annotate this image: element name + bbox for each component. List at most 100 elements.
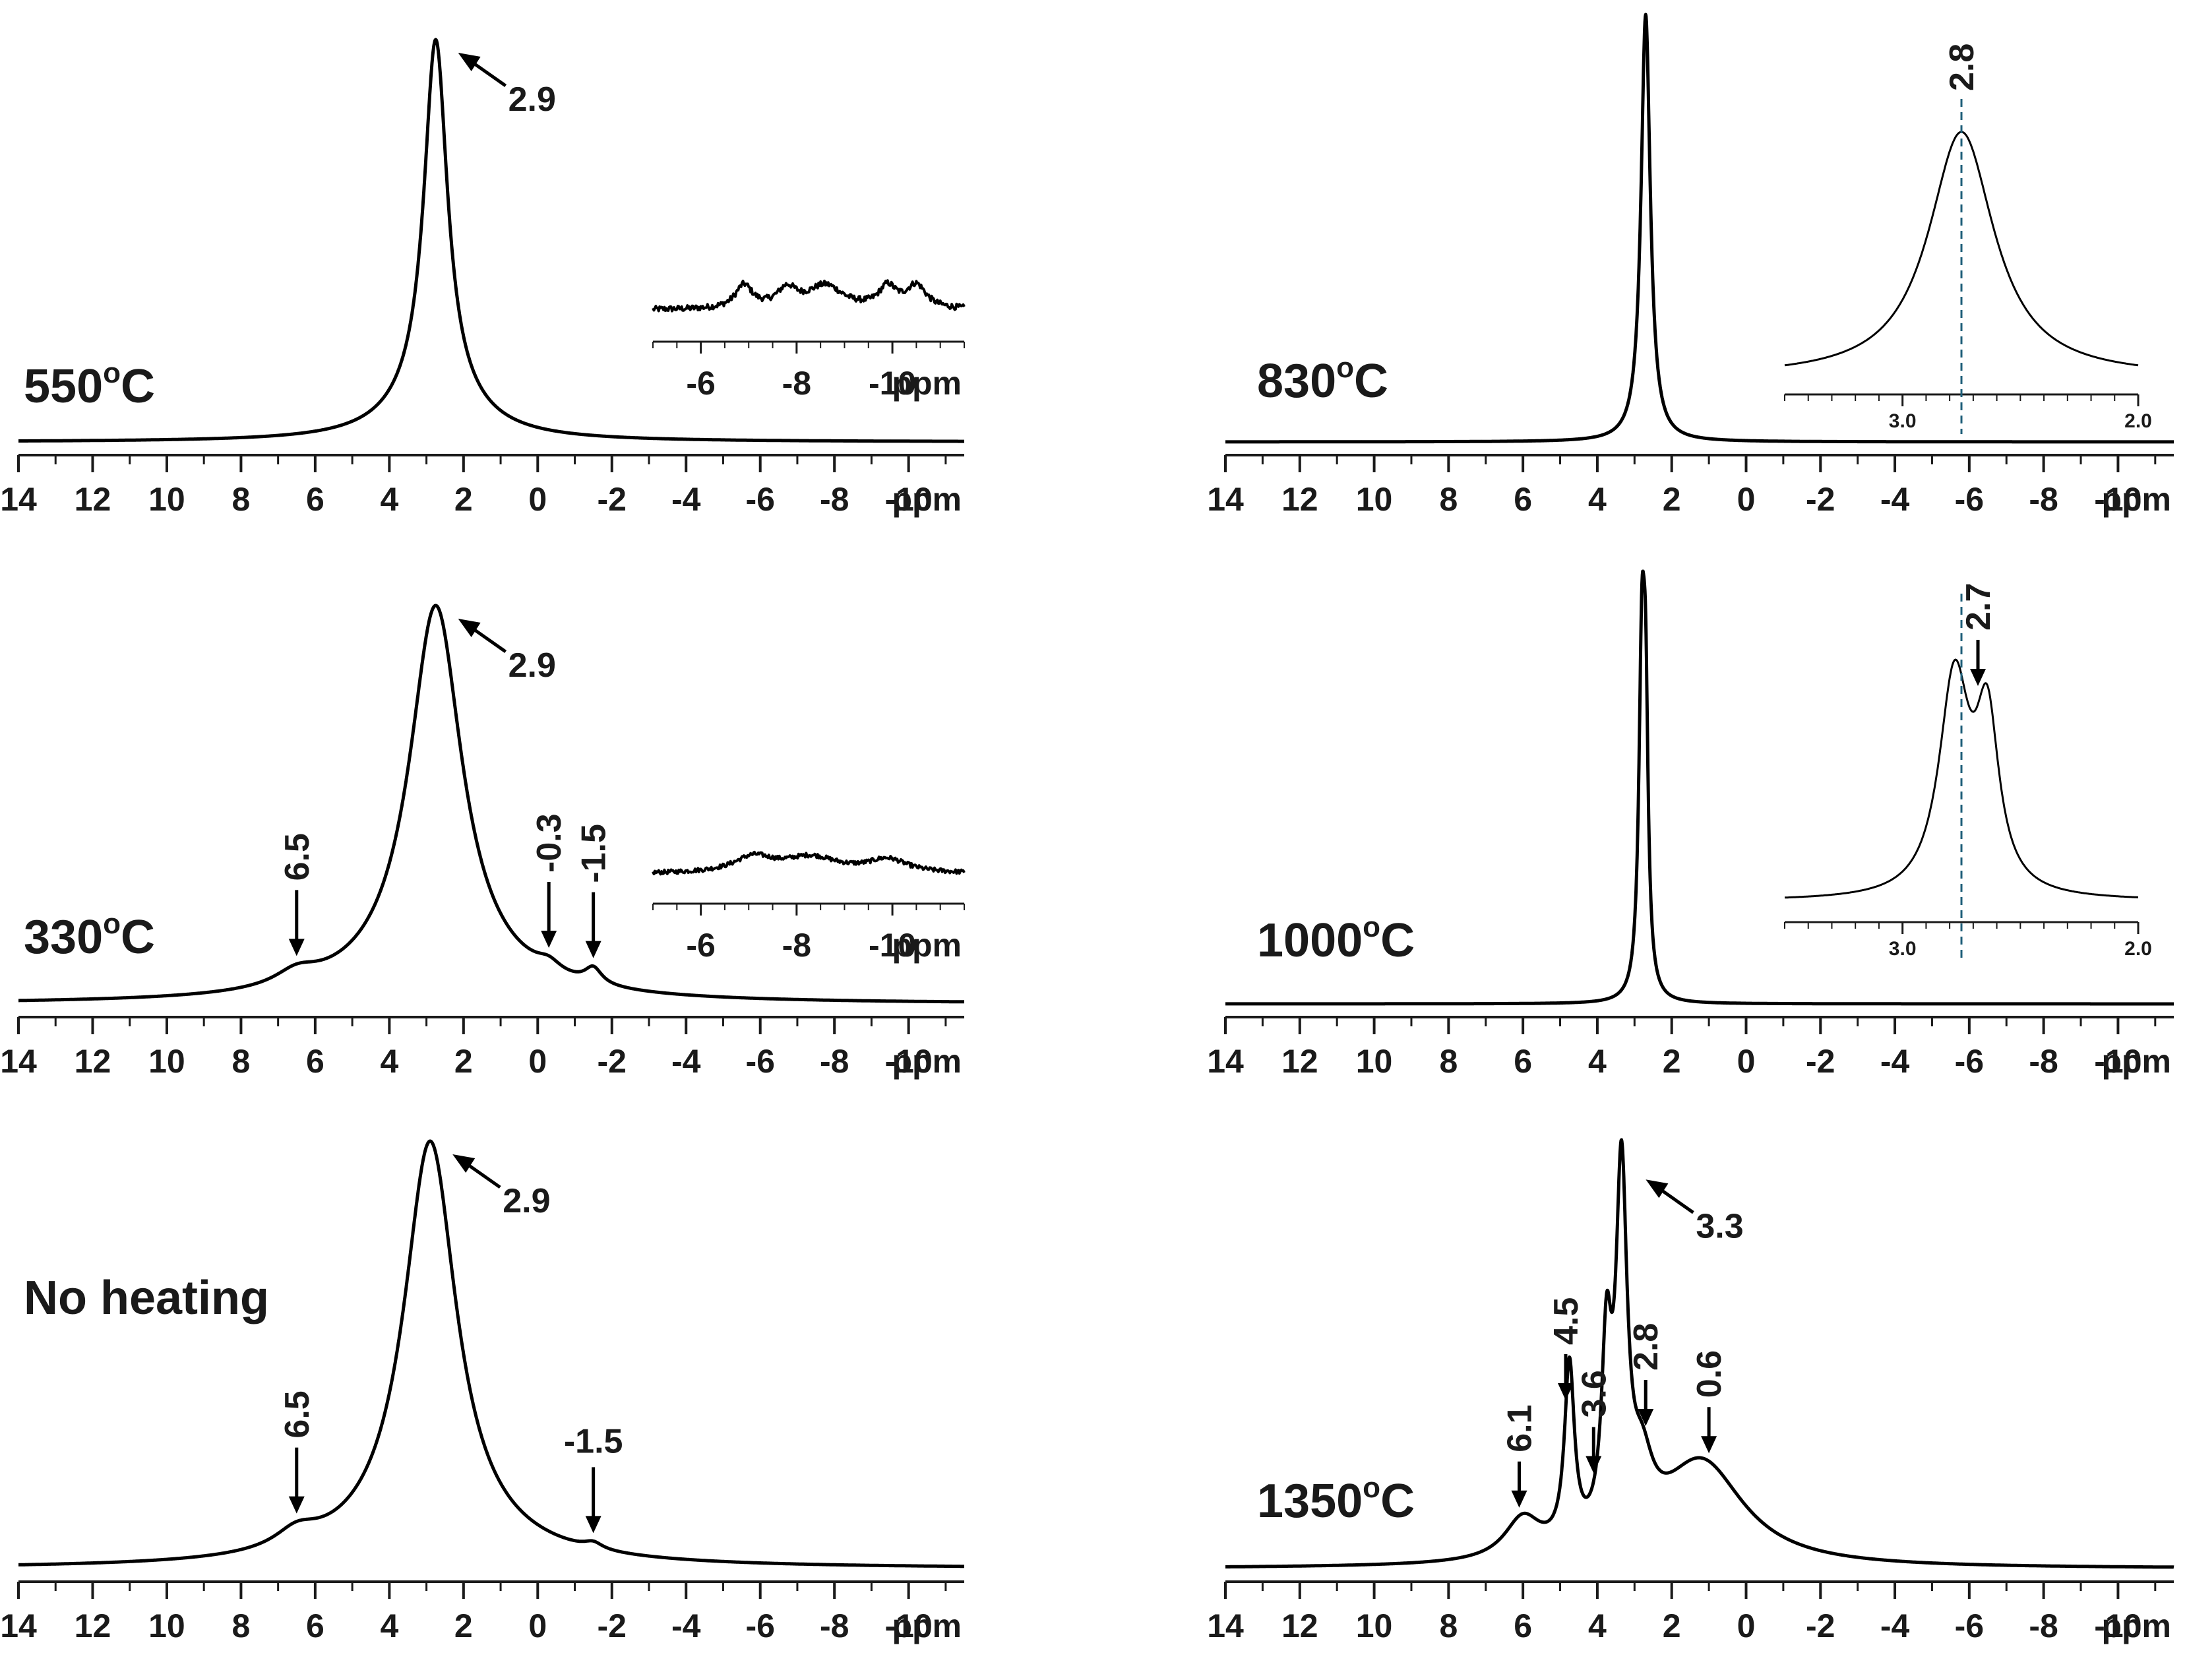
x-tick-label: -8 [820, 1607, 849, 1644]
annotation-arrowhead [458, 619, 481, 637]
inset-tick-label: -8 [782, 927, 811, 964]
spectrum-trace [17, 38, 966, 443]
panel-label: 1350oC [1257, 1472, 1415, 1528]
annotation-arrowhead [585, 1516, 601, 1534]
inset-p1000: 3.0 2.0 2.7 [1784, 583, 2152, 962]
inset-axis-unit: ppm [892, 365, 962, 402]
annotation-arrowhead [458, 53, 481, 71]
annotation-arrowhead [1701, 1436, 1717, 1454]
annotation-label: 2.9 [508, 80, 556, 119]
x-axis-unit: ppm [2101, 1043, 2171, 1080]
inset-tick-label: -6 [686, 927, 715, 964]
x-tick-label: -10 [2094, 481, 2141, 518]
x-tick-label: 14 [0, 1043, 37, 1080]
x-tick-label: 4 [380, 1607, 398, 1644]
x-tick-label: -6 [1955, 1607, 1984, 1644]
annotation-label: 0.6 [1690, 1350, 1729, 1398]
panel-label: 1000oC [1257, 911, 1415, 967]
inset-p830: 3.0 2.0 2.8 [1784, 44, 2152, 434]
x-tick-label: 4 [380, 481, 398, 518]
x-tick-label: 8 [232, 1043, 251, 1080]
x-tick-label: 4 [1588, 481, 1607, 518]
x-tick-label: 12 [75, 1043, 111, 1080]
reference-label: 2.8 [1943, 44, 1981, 91]
panel-label: 330oC [24, 908, 155, 964]
spectrum-trace [1224, 13, 2175, 444]
inset-tick-label: -8 [782, 365, 811, 402]
x-tick-label: -6 [1955, 481, 1984, 518]
x-tick-label: -2 [1806, 1607, 1835, 1644]
x-axis-unit: ppm [2101, 1607, 2171, 1644]
annotation-label: -1.5 [575, 824, 613, 883]
x-tick-label: 2 [1663, 481, 1681, 518]
x-tick-label: -8 [2029, 481, 2058, 518]
annotation-arrowhead [541, 930, 557, 948]
x-tick-label: 10 [148, 1043, 185, 1080]
x-tick-label: -2 [598, 481, 627, 518]
x-tick-label: 14 [0, 1607, 37, 1644]
x-tick-label: 10 [1356, 1043, 1393, 1080]
x-tick-label: 0 [528, 1043, 547, 1080]
x-tick-label: 10 [1356, 1607, 1393, 1644]
inset-tick-label: 3.0 [1889, 410, 1917, 432]
x-tick-label: 2 [454, 1043, 473, 1080]
x-tick-label: 8 [1439, 1043, 1458, 1080]
x-tick-label: 14 [1207, 1043, 1244, 1080]
annotation-label: 6.1 [1500, 1404, 1539, 1452]
annotation-arrowhead [1511, 1490, 1527, 1508]
panel-label: 550oC [24, 357, 155, 413]
spectrum-trace [1224, 569, 2175, 1006]
inset-tick-label: 2.0 [2124, 410, 2152, 432]
x-tick-label: 14 [0, 481, 37, 518]
x-tick-label: -10 [885, 1043, 933, 1080]
annotation-arrowhead [1557, 1383, 1574, 1401]
x-tick-label: 10 [148, 481, 185, 518]
annotation-label: 2.8 [1627, 1323, 1665, 1371]
inset-trace [652, 850, 966, 876]
x-tick-label: 12 [1281, 1043, 1318, 1080]
x-tick-label: 8 [232, 481, 251, 518]
inset-annotation-label: 2.7 [1959, 583, 1998, 631]
x-tick-label: 8 [1439, 1607, 1458, 1644]
x-axis-unit: ppm [892, 1043, 962, 1080]
x-tick-label: 14 [1207, 481, 1244, 518]
annotation-label: 4.5 [1547, 1297, 1586, 1345]
x-tick-label: -8 [2029, 1043, 2058, 1080]
annotation-arrowhead [1646, 1179, 1669, 1198]
x-tick-label: 2 [1663, 1043, 1681, 1080]
inset-tick-label: -6 [686, 365, 715, 402]
x-tick-label: 6 [306, 1043, 324, 1080]
spectrum-trace [17, 604, 966, 1004]
x-tick-label: -6 [745, 1607, 774, 1644]
x-tick-label: 0 [1737, 1043, 1756, 1080]
x-tick-label: 14 [1207, 1607, 1244, 1644]
x-tick-label: 6 [1514, 1043, 1532, 1080]
x-tick-label: 6 [1514, 481, 1532, 518]
annotation-arrowhead [1586, 1456, 1602, 1474]
annotation-arrowhead [452, 1154, 476, 1173]
x-tick-label: -8 [2029, 1607, 2058, 1644]
x-tick-label: -4 [671, 1607, 701, 1644]
x-tick-label: 12 [1281, 1607, 1318, 1644]
inset-annotation-arrowhead [1970, 669, 1987, 686]
x-tick-label: -4 [1880, 1607, 1910, 1644]
x-tick-label: 12 [1281, 481, 1318, 518]
x-tick-label: 0 [1737, 1607, 1756, 1644]
x-tick-label: -8 [820, 1043, 849, 1080]
annotation-label: 2.9 [503, 1182, 550, 1220]
x-axis-unit: ppm [892, 1607, 962, 1644]
annotation-arrowhead [585, 941, 601, 958]
inset-trace [652, 279, 966, 313]
spectrum-trace [1224, 1138, 2175, 1569]
x-tick-label: -6 [745, 481, 774, 518]
x-tick-label: -2 [598, 1043, 627, 1080]
x-tick-label: -2 [1806, 1043, 1835, 1080]
inset-axis-unit: ppm [892, 927, 962, 964]
